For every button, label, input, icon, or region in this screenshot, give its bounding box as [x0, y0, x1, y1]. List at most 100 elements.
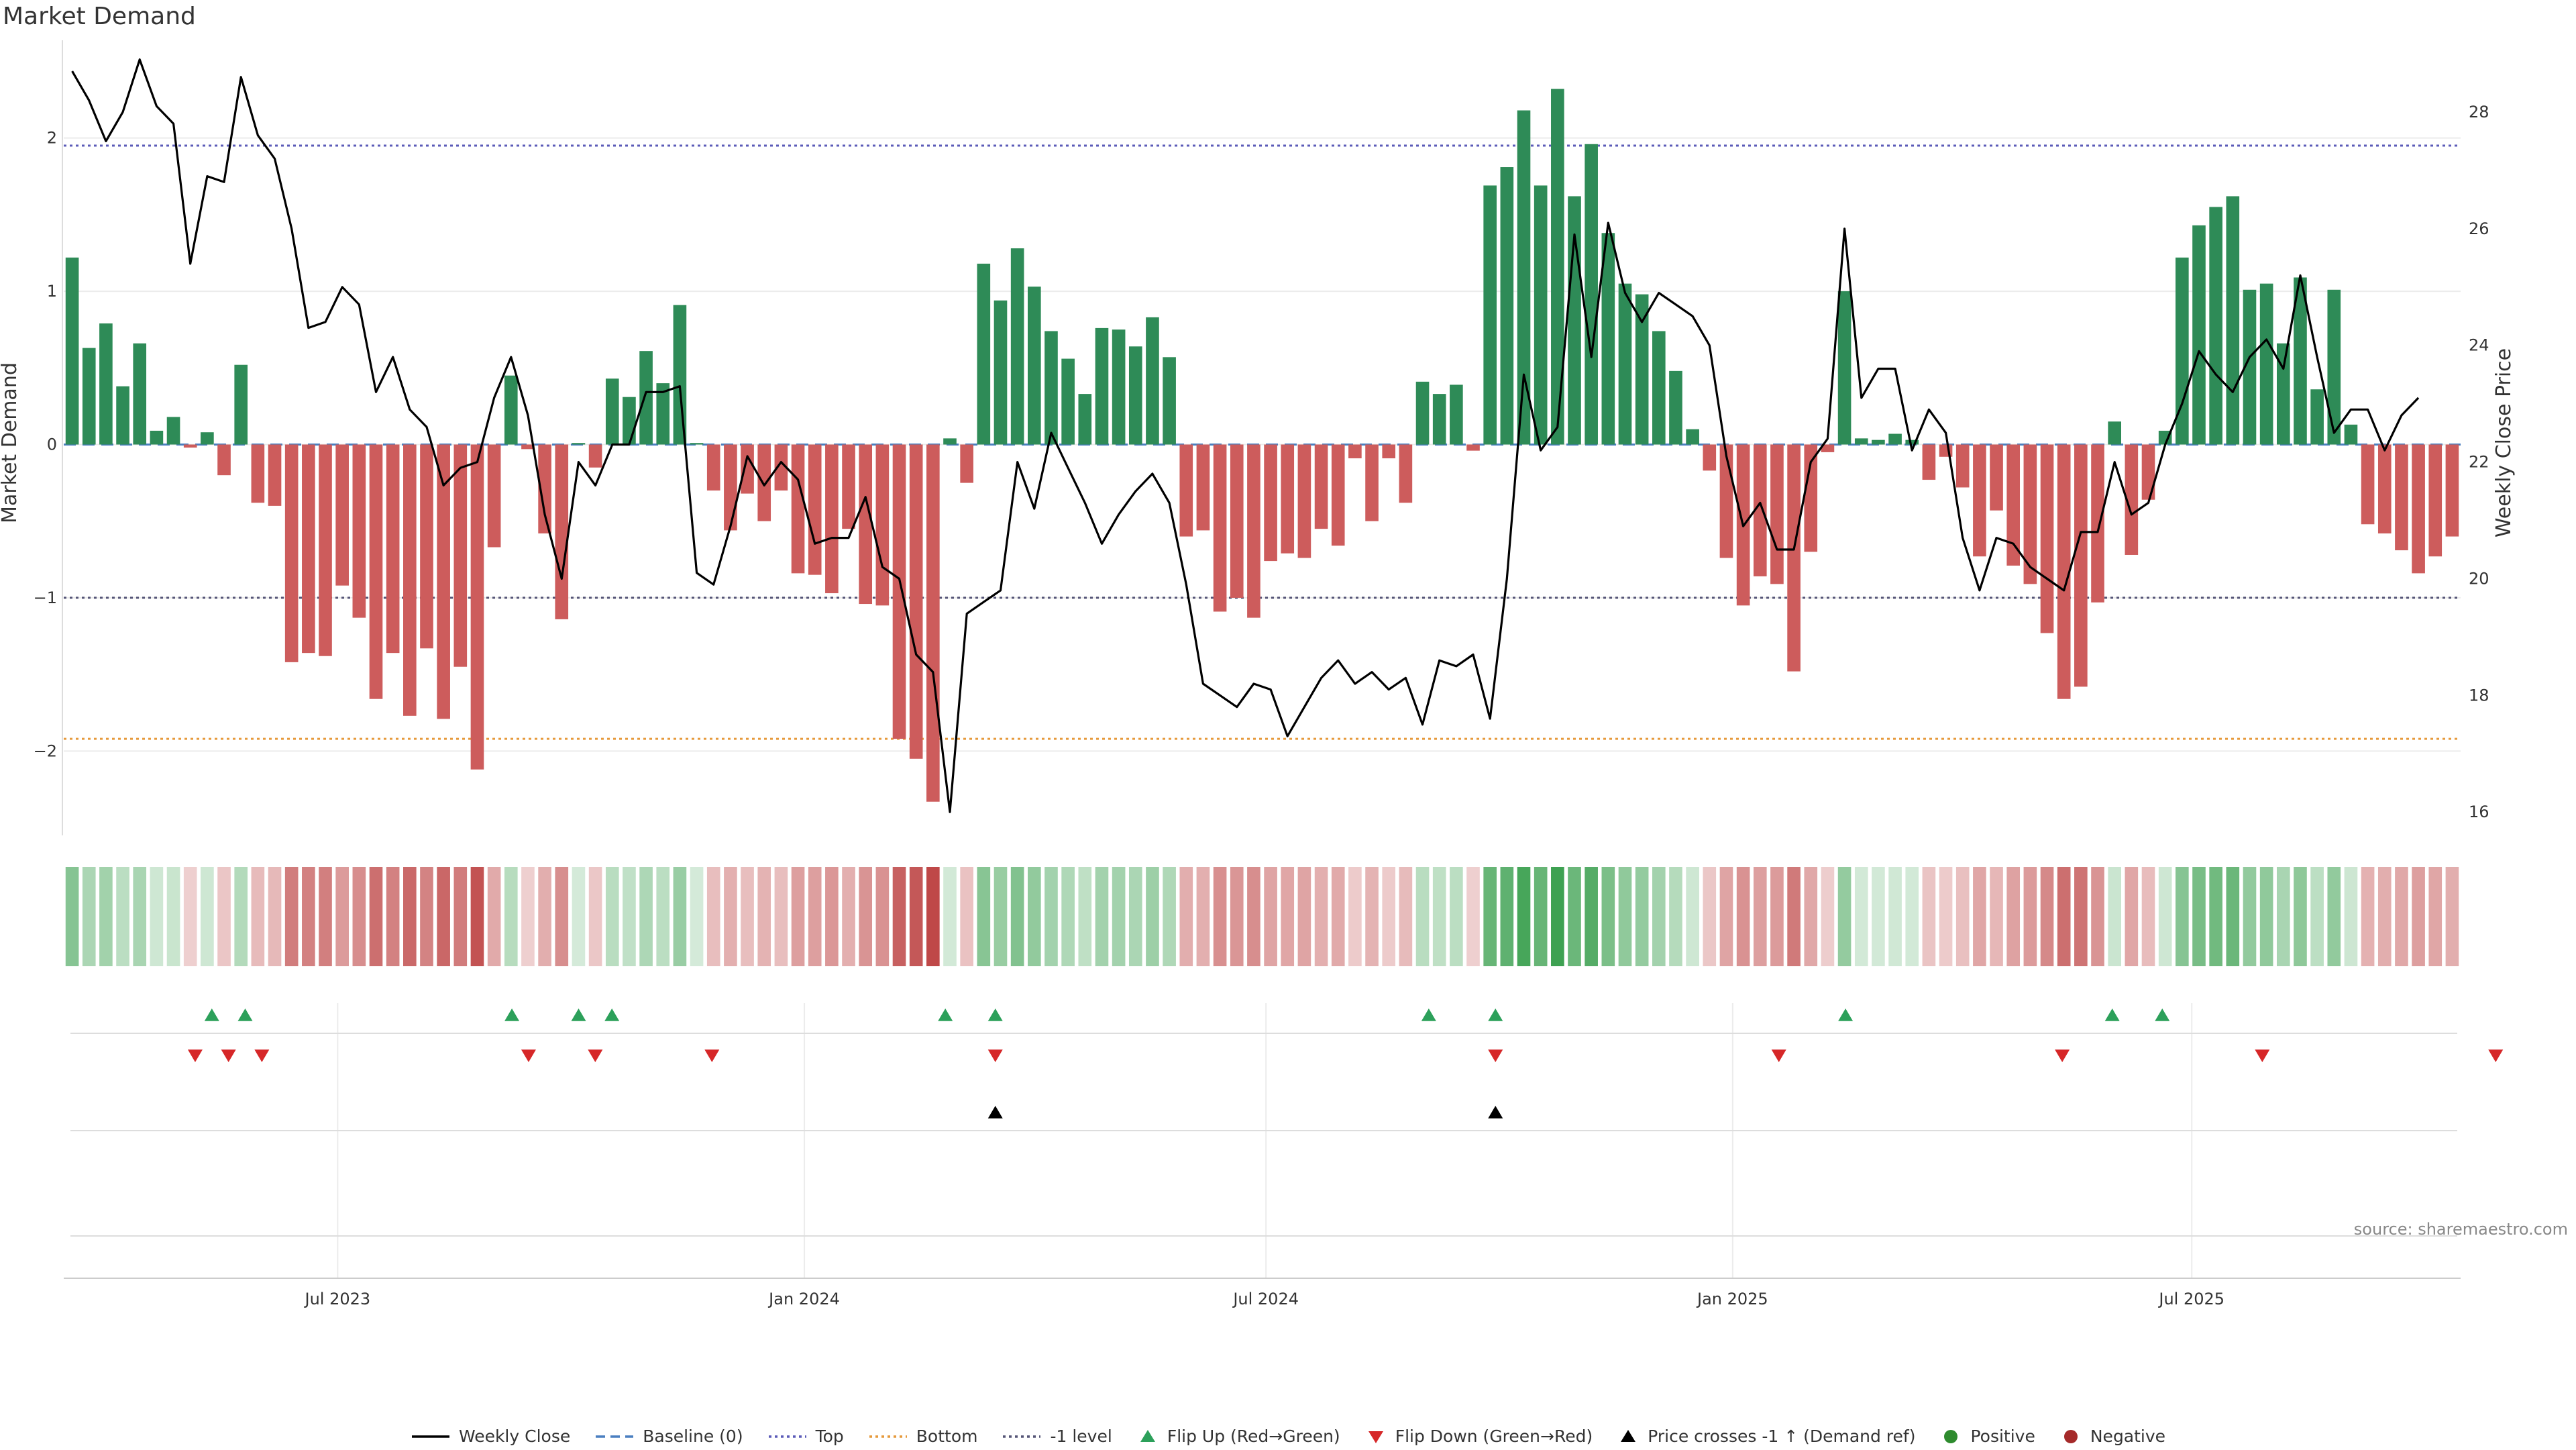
heat-strip-cell	[1669, 867, 1682, 966]
legend-swatch-icon	[1003, 1435, 1041, 1438]
demand-bar	[875, 444, 890, 606]
demand-bar	[757, 444, 771, 521]
heat-strip-cell	[791, 867, 805, 966]
demand-bar	[201, 432, 214, 445]
heat-strip-cell	[757, 867, 771, 966]
legend-item: Baseline (0)	[594, 1427, 743, 1446]
demand-bar	[420, 444, 433, 649]
heat-strip-cell	[1415, 867, 1430, 966]
flip-up-marker	[2104, 1008, 2120, 1021]
demand-bar	[1010, 248, 1024, 445]
demand-bar	[2176, 257, 2189, 445]
heat-strip-cell	[487, 867, 501, 966]
heat-strip-cell	[352, 867, 366, 966]
flip-down-marker	[1771, 1049, 1786, 1062]
heat-strip-cell	[2057, 867, 2071, 966]
demand-bar	[1500, 167, 1514, 445]
demand-bar	[1078, 394, 1092, 445]
flip-down-marker	[2255, 1049, 2270, 1062]
heat-strip-cell	[2074, 867, 2088, 966]
demand-bar	[1247, 444, 1260, 618]
heat-strip-cell	[1736, 867, 1750, 966]
heat-strip-cell	[1112, 867, 1126, 966]
y-axis-title-right: Weekly Close Price	[2492, 348, 2516, 537]
demand-bar	[2125, 444, 2139, 555]
demand-bar	[1534, 185, 1548, 445]
heat-strip-cell	[2361, 867, 2375, 966]
demand-bar	[994, 300, 1008, 445]
heat-strip-cell	[2176, 867, 2189, 966]
chart-title: Market Demand	[3, 3, 196, 30]
y-axis-title-left: Market Demand	[0, 362, 21, 523]
heat-strip-cell	[2023, 867, 2037, 966]
demand-bar	[1095, 327, 1109, 445]
demand-bar	[605, 378, 619, 445]
legend-label: Bottom	[916, 1427, 978, 1446]
heat-strip-cell	[217, 867, 231, 966]
heat-strip-cell	[1230, 867, 1244, 966]
demand-bar	[639, 351, 653, 445]
heat-strip-cell	[1028, 867, 1041, 966]
flip-up-marker	[938, 1008, 953, 1021]
demand-heat-strip	[65, 867, 2459, 966]
flip-up-marker	[987, 1008, 1003, 1021]
flip-up-marker	[2155, 1008, 2170, 1021]
flip-up-marker	[604, 1008, 620, 1021]
heat-strip-cell	[1753, 867, 1767, 966]
heat-strip-cell	[1652, 867, 1666, 966]
price-line-layer	[71, 58, 2420, 813]
heat-strip-cell	[1382, 867, 1396, 966]
legend-swatch-icon	[768, 1435, 806, 1438]
demand-bar	[1618, 283, 1632, 445]
demand-bar	[791, 444, 805, 574]
heat-strip-cell	[994, 867, 1008, 966]
demand-bar	[1888, 433, 1902, 445]
demand-bar	[1635, 294, 1649, 445]
demand-bar	[183, 444, 197, 448]
legend-item: Weekly Close	[411, 1427, 570, 1446]
y-tick-left: 1	[47, 282, 57, 301]
demand-bar	[1703, 444, 1717, 471]
heat-strip-cell	[251, 867, 265, 966]
legend-swatch-icon	[596, 1435, 634, 1438]
demand-bar	[1028, 287, 1041, 445]
heat-strip-cell	[825, 867, 839, 966]
demand-bar	[1517, 110, 1531, 445]
heat-strip-cell	[1770, 867, 1784, 966]
heat-strip-cell	[1955, 867, 1970, 966]
legend-item: Flip Up (Red→Green)	[1136, 1427, 1340, 1446]
flip-down-marker	[221, 1049, 236, 1062]
heat-strip-cell	[1922, 867, 1936, 966]
heat-strip-cell	[977, 867, 991, 966]
heat-strip-cell	[926, 867, 940, 966]
heat-strip-cell	[1703, 867, 1717, 966]
heat-strip-cell	[1854, 867, 1868, 966]
demand-bar	[319, 444, 332, 656]
demand-bar	[1922, 444, 1936, 480]
demand-bar	[808, 444, 822, 575]
demand-bar	[960, 444, 973, 483]
flip-up-marker	[504, 1008, 520, 1021]
legend-item: Bottom	[868, 1427, 978, 1446]
demand-bar	[1348, 444, 1362, 459]
y-tick-left: −1	[34, 588, 57, 607]
demand-bar	[1652, 331, 1666, 445]
price-cross-marker	[1488, 1106, 1503, 1119]
heat-strip-cell	[1939, 867, 1953, 966]
demand-bar	[588, 444, 602, 468]
flip-up-marker	[1421, 1008, 1436, 1021]
heat-strip-cell	[1331, 867, 1345, 966]
heat-strip-cell	[2226, 867, 2240, 966]
demand-bar	[1365, 444, 1379, 521]
heat-strip-cell	[706, 867, 720, 966]
demand-bar	[284, 444, 299, 662]
heat-strip-cell	[2310, 867, 2324, 966]
heat-strip-cell	[774, 867, 788, 966]
demand-bar	[1128, 346, 1142, 445]
heat-strip-cell	[1128, 867, 1142, 966]
heat-strip-cell	[302, 867, 315, 966]
flip-down-marker	[187, 1049, 203, 1062]
heat-strip-cell	[2412, 867, 2425, 966]
legend-label: Positive	[1970, 1427, 2035, 1446]
flip-up-marker	[571, 1008, 586, 1021]
